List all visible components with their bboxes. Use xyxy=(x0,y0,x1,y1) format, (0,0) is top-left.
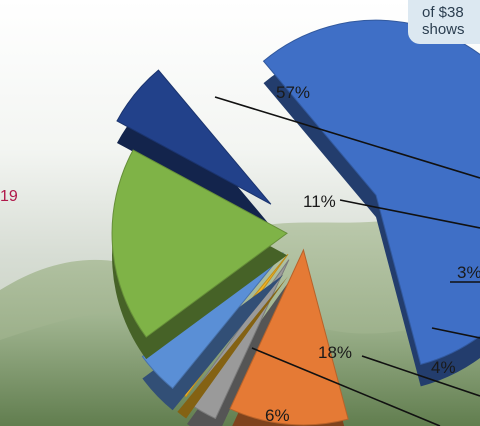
slice-label: 3% xyxy=(457,263,480,282)
pie-slice-top xyxy=(116,69,272,205)
info-callout-line-1: of $38 xyxy=(422,4,464,21)
slice-label: 11% xyxy=(303,192,336,211)
pie-slice-4-pct xyxy=(141,252,284,411)
leader-line xyxy=(339,199,480,229)
pie-slice-side xyxy=(177,276,288,419)
pie-slice-top xyxy=(111,149,288,338)
leader-line xyxy=(361,355,480,397)
pie-slice-18-pct xyxy=(111,149,288,360)
info-callout-line-2: shows xyxy=(422,21,465,38)
pie-slice-top xyxy=(229,248,349,426)
slice-label: 57% xyxy=(276,83,310,102)
slice-label: 4% xyxy=(431,358,456,377)
pie-slice-top xyxy=(262,19,480,365)
side-number: 19 xyxy=(0,188,18,205)
pie-slice-6-pct xyxy=(116,69,272,227)
leader-line xyxy=(431,327,480,339)
info-callout: of $38 shows xyxy=(408,0,480,44)
pie-slice-11-pct xyxy=(229,248,349,426)
pie-slice-top xyxy=(141,252,284,390)
leader-line xyxy=(251,347,441,426)
slice-label: 6% xyxy=(265,406,290,425)
slice-label: 18% xyxy=(318,343,352,362)
leader-line xyxy=(214,96,480,179)
